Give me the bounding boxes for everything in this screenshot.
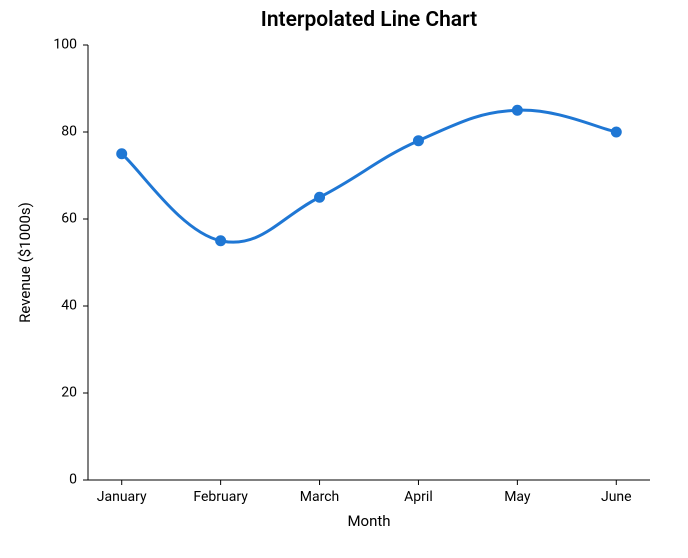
- y-tick-label: 80: [61, 124, 77, 140]
- y-axis-label: Revenue ($1000s): [16, 202, 34, 323]
- x-tick-label: June: [601, 489, 632, 505]
- chart-canvas: 0 20 40 60 80 100 January February March April May…: [0, 0, 688, 558]
- y-tick-label: 0: [69, 472, 77, 488]
- series-line: [122, 110, 617, 242]
- chart-title: Interpolated Line Chart: [261, 8, 477, 32]
- data-point-marker: [611, 127, 621, 137]
- y-tick-label: 60: [61, 211, 77, 227]
- y-tick-label: 40: [61, 298, 77, 314]
- y-tick-label: 100: [53, 37, 77, 53]
- x-tick-label: February: [193, 489, 248, 505]
- data-point-marker: [512, 105, 522, 115]
- x-tick-label: January: [97, 489, 147, 505]
- x-tick-label: May: [504, 489, 531, 505]
- x-axis-label: Month: [347, 512, 390, 530]
- data-point-marker: [117, 149, 127, 159]
- x-tick-label: March: [300, 489, 340, 505]
- data-point-marker: [315, 192, 325, 202]
- x-tick-label: April: [404, 489, 433, 505]
- y-tick-label: 20: [61, 385, 77, 401]
- data-point-marker: [216, 236, 226, 246]
- data-point-marker: [413, 136, 423, 146]
- interpolated-line-chart: 0 20 40 60 80 100 January February March April May…: [0, 0, 688, 558]
